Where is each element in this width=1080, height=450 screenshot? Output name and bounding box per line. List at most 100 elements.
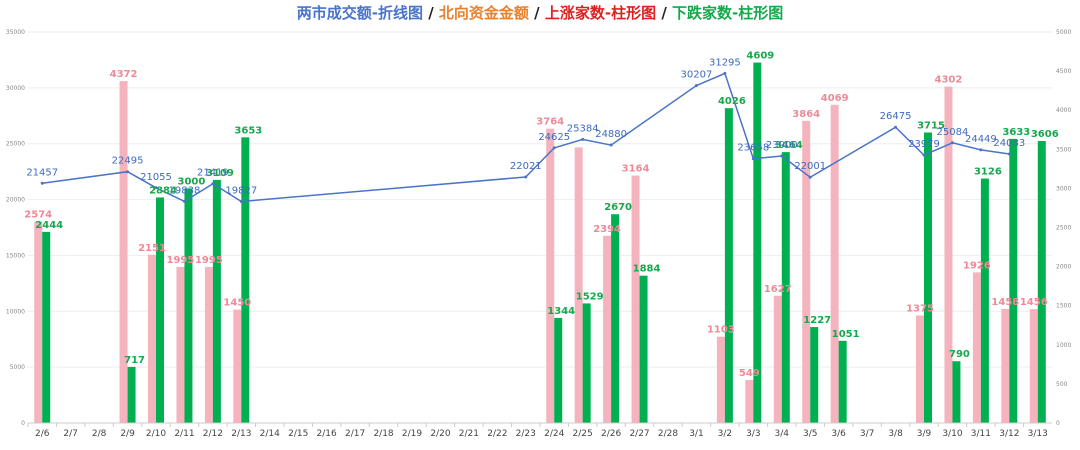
down-count-label: 1529 xyxy=(576,291,604,302)
up-count-label: 4372 xyxy=(110,69,138,80)
turnover-point xyxy=(1007,152,1011,156)
title-segment: 两市成交额-折线图 xyxy=(297,4,423,22)
turnover-label: 25084 xyxy=(937,127,969,138)
down-count-bar xyxy=(838,340,847,423)
up-count-bar xyxy=(546,128,555,423)
up-count-label: 1926 xyxy=(963,260,991,271)
down-count-bar xyxy=(924,132,932,423)
turnover-point xyxy=(40,181,44,185)
turnover-label: 21419 xyxy=(197,168,229,179)
up-count-bar xyxy=(176,266,185,423)
turnover-point xyxy=(581,137,585,141)
up-count-label: 1456 xyxy=(1020,297,1048,308)
down-count-label: 1051 xyxy=(832,329,860,340)
down-count-label: 2884 xyxy=(149,185,177,196)
down-count-label: 3464 xyxy=(775,140,803,151)
down-count-bar xyxy=(184,188,193,423)
turnover-point xyxy=(239,200,243,204)
x-tick-label: 2/16 xyxy=(317,429,337,439)
down-count-bar xyxy=(1037,141,1046,423)
turnover-point xyxy=(780,154,784,158)
up-count-label: 1103 xyxy=(707,325,735,336)
turnover-label: 24449 xyxy=(965,134,997,145)
x-tick-label: 2/18 xyxy=(373,429,393,439)
x-tick-label: 3/3 xyxy=(746,429,760,439)
up-count-label: 2394 xyxy=(593,224,621,235)
left-tick-label: 0 xyxy=(21,420,25,427)
turnover-label: 31295 xyxy=(709,57,741,68)
right-tick-label: 2500 xyxy=(1056,225,1071,232)
down-count-label: 1884 xyxy=(633,264,661,275)
left-tick-label: 20000 xyxy=(6,197,25,204)
x-tick-label: 2/12 xyxy=(203,429,223,439)
turnover-label: 21457 xyxy=(26,167,58,178)
title-separator: / xyxy=(656,4,672,22)
x-tick-label: 2/26 xyxy=(601,429,621,439)
up-count-bar xyxy=(34,221,43,423)
right-tick-label: 2000 xyxy=(1056,264,1071,271)
turnover-label: 24083 xyxy=(993,138,1025,149)
down-count-label: 717 xyxy=(124,355,145,366)
turnover-point xyxy=(211,182,215,186)
x-tick-label: 3/1 xyxy=(689,429,703,439)
turnover-label: 24880 xyxy=(595,129,627,140)
up-count-bar xyxy=(603,235,612,423)
x-tick-label: 3/8 xyxy=(888,429,903,439)
up-count-bar xyxy=(972,272,981,423)
up-count-bar xyxy=(830,104,839,423)
down-count-bar xyxy=(781,152,790,423)
down-count-bar xyxy=(156,197,164,423)
x-tick-label: 2/7 xyxy=(63,429,77,439)
x-tick-label: 2/23 xyxy=(516,429,536,439)
down-count-bar xyxy=(1009,138,1018,423)
down-count-bar xyxy=(724,108,733,423)
x-tick-label: 3/12 xyxy=(999,429,1019,439)
title-separator: / xyxy=(423,4,439,22)
x-tick-label: 2/9 xyxy=(120,429,135,439)
up-count-bar xyxy=(204,266,213,423)
up-count-label: 4069 xyxy=(821,93,849,104)
up-count-bar xyxy=(802,120,811,423)
down-count-label: 790 xyxy=(949,349,970,360)
up-count-label: 1627 xyxy=(764,284,792,295)
turnover-point xyxy=(723,71,727,75)
right-tick-label: 5000 xyxy=(1056,29,1071,36)
turnover-point xyxy=(609,143,613,147)
up-count-label: 1995 xyxy=(167,255,195,266)
turnover-label: 26475 xyxy=(880,111,912,122)
down-count-bar xyxy=(952,361,961,423)
x-tick-label: 2/21 xyxy=(459,429,479,439)
down-count-label: 4026 xyxy=(718,96,746,107)
up-count-label: 4302 xyxy=(935,75,963,86)
x-tick-label: 2/22 xyxy=(487,429,507,439)
title-segment: 上涨家数-柱形图 xyxy=(545,4,656,22)
turnover-label: 30207 xyxy=(681,70,713,81)
right-tick-label: 500 xyxy=(1056,381,1068,388)
bar-series xyxy=(34,62,1046,424)
x-tick-label: 3/2 xyxy=(718,429,732,439)
left-tick-label: 30000 xyxy=(6,85,25,92)
up-count-label: 2151 xyxy=(138,243,166,254)
turnover-point xyxy=(922,153,926,157)
left-tick-label: 25000 xyxy=(6,141,25,148)
down-count-bar xyxy=(980,178,989,423)
turnover-point xyxy=(751,157,755,161)
right-tick-label: 4500 xyxy=(1056,68,1071,75)
up-count-bar xyxy=(916,315,924,423)
down-count-label: 3653 xyxy=(234,125,262,136)
chart-title: 两市成交额-折线图 / 北向资金金额 / 上涨家数-柱形图 / 下跌家数-柱形图 xyxy=(297,4,784,22)
up-count-label: 1458 xyxy=(991,297,1019,308)
down-count-label: 3109 xyxy=(206,168,234,179)
down-count-label: 1344 xyxy=(547,306,575,317)
left-tick-label: 15000 xyxy=(6,252,25,259)
turnover-label: 22001 xyxy=(794,161,826,172)
x-tick-label: 3/9 xyxy=(917,429,932,439)
x-tick-label: 3/5 xyxy=(803,429,817,439)
turnover-label: 19827 xyxy=(225,186,257,197)
x-tick-label: 2/15 xyxy=(288,429,308,439)
gridlines xyxy=(28,31,1052,424)
up-count-label: 1375 xyxy=(906,303,934,314)
up-count-label: 1450 xyxy=(223,298,251,309)
x-tick-label: 2/19 xyxy=(402,429,422,439)
